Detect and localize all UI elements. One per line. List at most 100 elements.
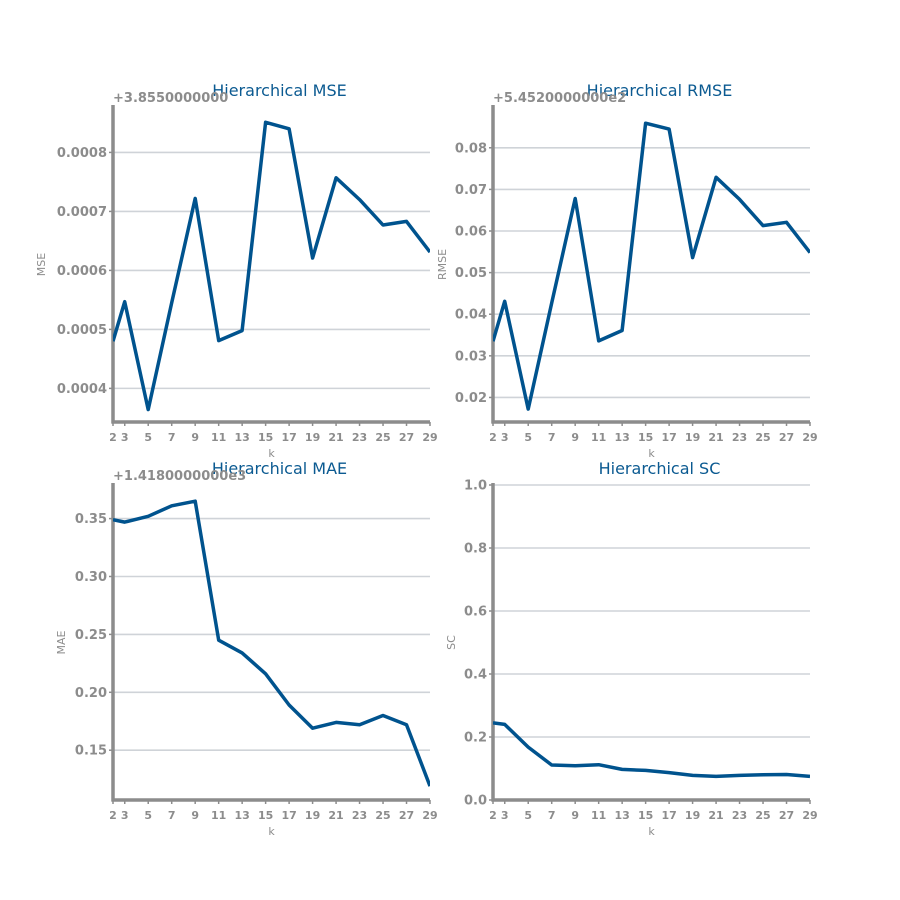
x-tick-label: 21 [328, 431, 343, 444]
x-tick-label: 19 [305, 809, 320, 822]
x-tick-label: 19 [685, 431, 700, 444]
x-tick-label: 2 [109, 809, 117, 822]
x-tick-label: 25 [755, 809, 770, 822]
chart-panel-2: 0.02 0.03 0.04 0.05 0.06 0.07 0.08 2 3 5 7 9 11 13 15 1… [436, 81, 818, 460]
y-tick-label: 0.6 [464, 605, 487, 620]
x-tick-label: 25 [755, 431, 770, 444]
x-tick-label: 5 [144, 431, 152, 444]
x-tick-label: 29 [422, 809, 437, 822]
series-line [113, 120, 430, 412]
y-tick-label: 0.2 [464, 731, 487, 746]
y-axis-label: SC [445, 635, 458, 650]
y-tick-label: 0.0 [464, 794, 487, 809]
x-tick-label: 7 [548, 809, 556, 822]
y-tick-label: 0.08 [455, 141, 487, 156]
x-tick-label: 15 [258, 809, 273, 822]
x-tick-label: 17 [281, 431, 296, 444]
y-tick-label: 0.03 [455, 349, 487, 364]
x-tick-label: 5 [524, 809, 532, 822]
x-tick-label: 5 [144, 809, 152, 822]
y-tick-label: 0.0006 [57, 264, 107, 279]
x-tick-label: 23 [352, 809, 367, 822]
y-tick-label: 0.0007 [57, 205, 107, 220]
chart-title: Hierarchical MAE [212, 459, 347, 478]
x-tick-label: 25 [375, 809, 390, 822]
chart-panel-4: 0.0 0.2 0.4 0.6 0.8 1.0 2 3 5 7 9 11 13 15 17 19 21 23 25 2… [445, 459, 818, 838]
series-line [113, 499, 430, 787]
y-tick-label: 1.0 [464, 479, 487, 494]
x-axis-label: k [648, 825, 655, 838]
y-tick-label: 0.8 [464, 542, 487, 557]
x-tick-label: 11 [591, 431, 606, 444]
x-tick-label: 27 [399, 809, 414, 822]
x-axis-label: k [268, 825, 275, 838]
x-tick-label: 13 [234, 431, 249, 444]
x-tick-label: 23 [732, 431, 747, 444]
y-tick-label: 0.25 [75, 628, 107, 643]
x-axis-label: k [648, 447, 655, 460]
y-tick-label: 0.02 [455, 391, 487, 406]
y-axis-label: MAE [55, 630, 68, 654]
x-tick-label: 13 [234, 809, 249, 822]
x-tick-label: 3 [501, 809, 509, 822]
chart-title: Hierarchical SC [599, 459, 721, 478]
x-tick-label: 7 [548, 431, 556, 444]
x-tick-label: 7 [168, 809, 176, 822]
x-tick-label: 13 [614, 809, 629, 822]
chart-title: Hierarchical MSE [212, 81, 347, 100]
x-tick-label: 25 [375, 431, 390, 444]
y-tick-label: 0.07 [455, 183, 487, 198]
x-tick-label: 17 [661, 809, 676, 822]
x-tick-label: 17 [661, 431, 676, 444]
x-tick-label: 29 [422, 431, 437, 444]
x-tick-label: 27 [779, 431, 794, 444]
y-tick-label: 0.20 [75, 686, 107, 701]
y-tick-label: 0.30 [75, 570, 107, 585]
x-tick-label: 9 [571, 431, 579, 444]
x-tick-label: 23 [352, 431, 367, 444]
x-tick-label: 13 [614, 431, 629, 444]
y-axis-label: MSE [35, 253, 48, 276]
x-tick-label: 17 [281, 809, 296, 822]
x-tick-label: 21 [708, 809, 723, 822]
x-tick-label: 5 [524, 431, 532, 444]
x-tick-label: 15 [638, 431, 653, 444]
x-tick-label: 27 [779, 809, 794, 822]
x-tick-label: 9 [191, 809, 199, 822]
x-tick-label: 2 [109, 431, 117, 444]
y-tick-label: 0.0005 [57, 323, 107, 338]
axis-offset-label: +5.4520000000e2 [493, 91, 626, 106]
x-tick-label: 19 [305, 431, 320, 444]
x-tick-label: 19 [685, 809, 700, 822]
x-tick-label: 9 [191, 431, 199, 444]
series-line [493, 721, 810, 779]
x-tick-label: 27 [399, 431, 414, 444]
x-tick-label: 23 [732, 809, 747, 822]
y-tick-label: 0.4 [464, 668, 487, 683]
y-tick-label: 0.04 [455, 308, 487, 323]
x-tick-label: 15 [638, 809, 653, 822]
chart-title: Hierarchical RMSE [587, 81, 733, 100]
y-tick-label: 0.05 [455, 266, 487, 281]
y-tick-label: 0.35 [75, 512, 107, 527]
y-axis-label: RMSE [436, 249, 449, 280]
y-tick-label: 0.15 [75, 744, 107, 759]
x-tick-label: 15 [258, 431, 273, 444]
x-tick-label: 7 [168, 431, 176, 444]
x-tick-label: 2 [489, 431, 497, 444]
x-tick-label: 11 [211, 431, 226, 444]
x-tick-label: 11 [591, 809, 606, 822]
y-tick-label: 0.06 [455, 225, 487, 240]
x-tick-label: 3 [121, 809, 129, 822]
axis-offset-label: +1.4180000000e3 [113, 469, 246, 484]
y-tick-label: 0.0008 [57, 146, 107, 161]
x-tick-label: 29 [802, 431, 817, 444]
x-tick-label: 2 [489, 809, 497, 822]
series-line [493, 121, 810, 411]
x-tick-label: 21 [708, 431, 723, 444]
x-tick-label: 29 [802, 809, 817, 822]
chart-panel-3: 0.15 0.20 0.25 0.30 0.35 2 3 5 7 9 11 13 15 17 19 21 23 2… [55, 459, 438, 838]
chart-panel-1: 0.0004 0.0005 0.0006 0.0007 0.0008 2 3 5 7 9 11 13 1… [35, 81, 438, 460]
axis-offset-label: +3.8550000000 [113, 91, 228, 106]
